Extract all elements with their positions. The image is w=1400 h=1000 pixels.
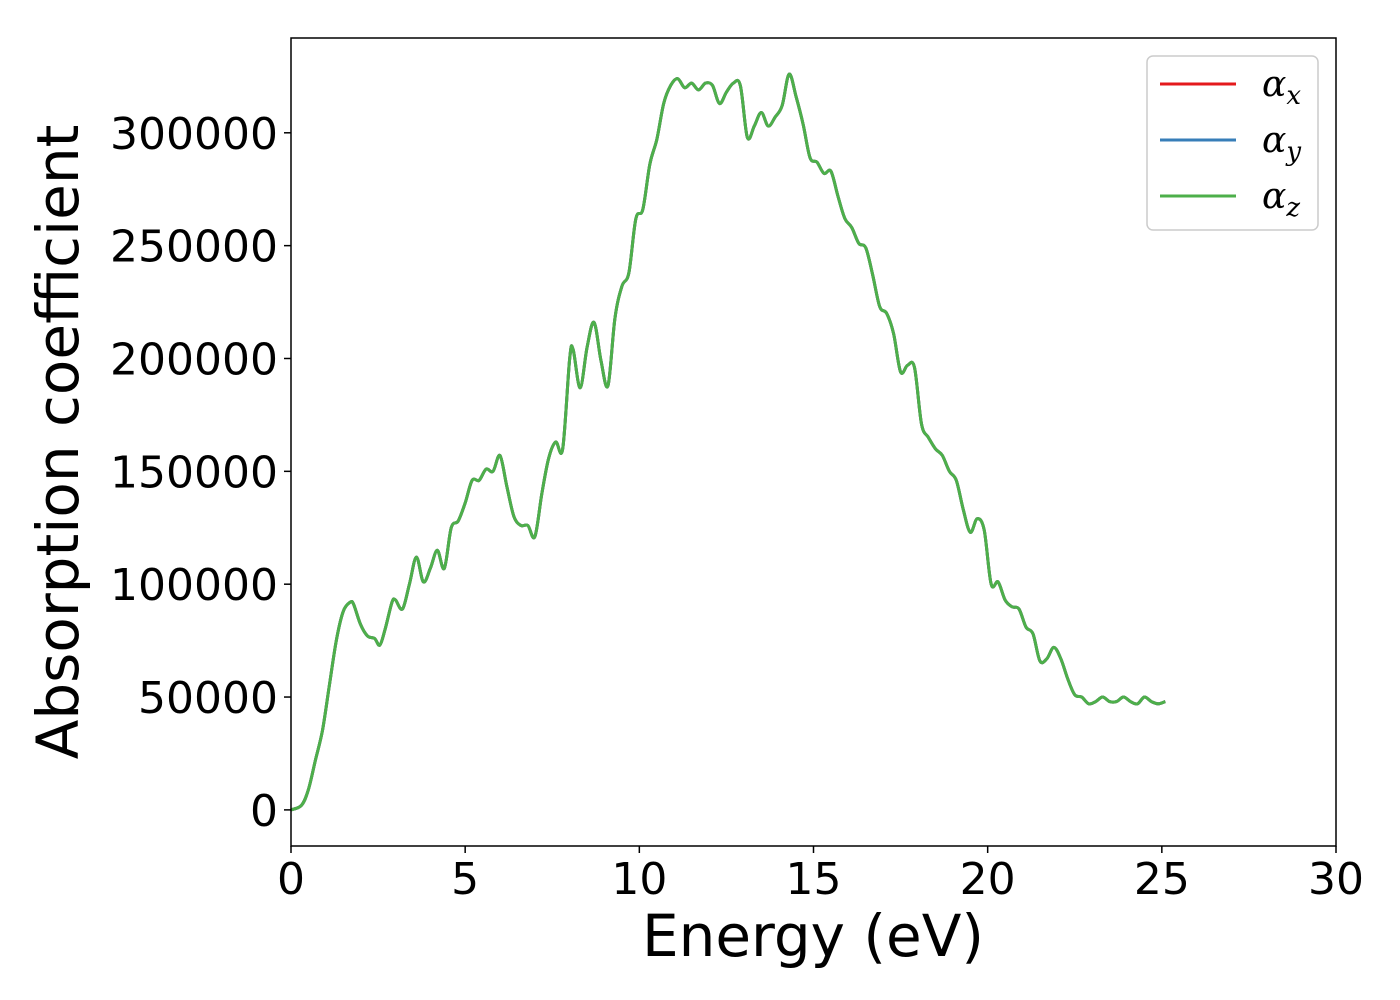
x-tick-label: 20 <box>960 854 1016 905</box>
x-tick-label: 30 <box>1308 854 1364 905</box>
legend-subscript: z <box>1285 193 1300 223</box>
legend-box <box>1146 55 1319 231</box>
x-tick-label: 25 <box>1134 854 1190 905</box>
x-tick-label: 10 <box>611 854 667 905</box>
x-tick-label: 15 <box>786 854 842 905</box>
series-line-y <box>290 72 1166 812</box>
x-axis: 0 5 10 15 20 25 30 <box>277 846 1364 905</box>
x-tick-label: 0 <box>277 854 305 905</box>
y-tick-label: 50000 <box>138 673 278 724</box>
legend-subscript: x <box>1286 81 1301 111</box>
y-axis-label: Absorption coefficient <box>24 125 92 760</box>
series-line-x <box>290 72 1166 812</box>
legend-subscript: y <box>1285 137 1301 167</box>
y-axis: 0 50000 100000 150000 200000 250000 300000 <box>110 109 291 837</box>
plot-area <box>290 72 1166 812</box>
y-tick-label: 300000 <box>110 109 278 160</box>
x-tick-label: 5 <box>451 854 479 905</box>
series-line-z <box>290 72 1166 812</box>
x-axis-label: Energy (eV) <box>642 902 984 970</box>
y-tick-label: 150000 <box>110 447 278 498</box>
y-tick-label: 200000 <box>110 334 278 385</box>
y-tick-label: 100000 <box>110 560 278 611</box>
y-tick-label: 250000 <box>110 222 278 273</box>
y-tick-label: 0 <box>250 786 278 837</box>
